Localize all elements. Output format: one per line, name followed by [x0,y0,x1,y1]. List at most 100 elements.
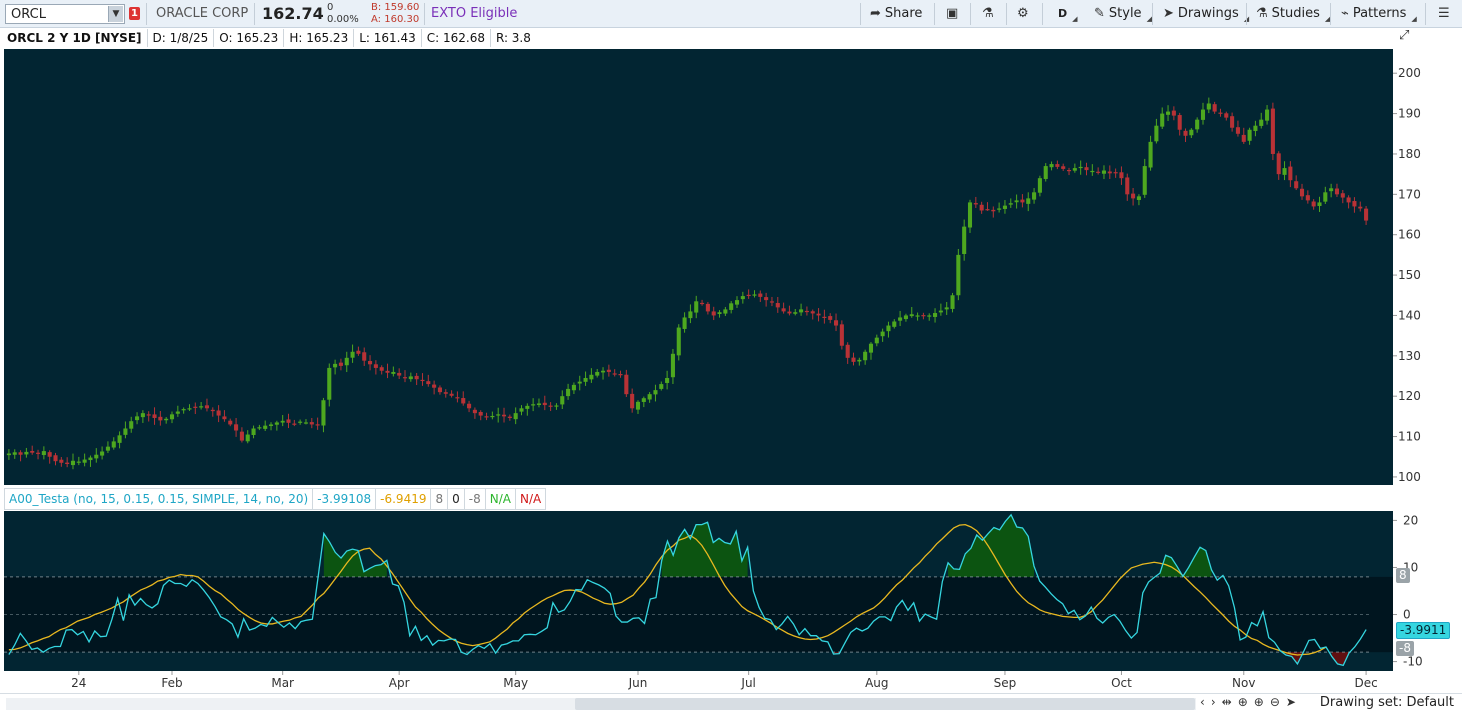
candle-body [647,394,652,400]
neutral-band [4,576,1393,653]
candle-body [402,377,408,379]
camera-icon: ▣ [946,6,959,21]
candle-body [1230,116,1235,128]
candle-body [24,451,29,455]
style-button[interactable]: ✎ Style ◢ [1088,0,1158,27]
snapshot-button[interactable]: ▣ [940,0,964,27]
candle-body [484,416,489,418]
candle-body [100,451,105,456]
expand-icon[interactable]: ⤢ [1399,28,1410,43]
candle-body [210,409,215,412]
scroll-left-icon[interactable]: ‹ [1200,695,1205,709]
time-x-axis[interactable]: 24FebMarAprMayJunJulAugSepOctNovDec25 [4,671,1393,693]
candle-body [845,344,850,358]
info-date: D: 1/8/25 [148,29,215,47]
patterns-button[interactable]: ⌁ Patterns ◢ [1335,0,1423,27]
y-tick-label: 130 [1398,349,1421,363]
candle-body [47,452,52,457]
candle-body [228,420,233,425]
candle-body [105,446,110,451]
candle-body [449,393,454,396]
flask-button[interactable]: ⚗ [976,0,1000,27]
candle-body [1148,141,1153,168]
candle-body [670,353,675,378]
candle-body [513,413,518,420]
indicator-name[interactable]: A00_Testa (no, 15, 0.15, 0.15, SIMPLE, 1… [5,489,314,509]
candle-body [234,424,239,431]
candle-body [1166,111,1171,115]
studies-button[interactable]: ⚗ Studies ◢ [1250,0,1336,27]
candle-body [822,316,827,318]
candle-body [12,452,17,455]
share-button[interactable]: ➦ Share [864,0,928,27]
candle-body [560,396,565,405]
candle-body [729,303,734,310]
share-label: Share [884,6,923,21]
scrollbar-thumb[interactable] [575,698,1195,710]
candle-body [274,422,279,425]
candle-body [432,384,437,388]
indicator-y-axis[interactable]: -10 0 10 20 8 -3.9911 -8 [1393,511,1462,671]
menu-button[interactable]: ☰ [1432,0,1456,27]
candle-body [350,351,355,358]
candle-body [344,357,349,366]
symbol-input[interactable]: ORCL ▼ [5,4,125,24]
candle-body [1037,178,1042,193]
studies-label: Studies [1271,6,1320,21]
candle-body [461,398,466,404]
settings-button[interactable]: ⚙ [1011,0,1035,27]
scroll-right-icon[interactable]: › [1210,695,1216,709]
candle-body [1177,115,1182,130]
candle-body [321,400,326,426]
price-chart-panel[interactable] [4,49,1393,485]
candle-body [863,351,868,361]
candle-body [1317,202,1322,206]
candle-body [1311,201,1316,207]
crosshair-icon[interactable]: ⊕ [1237,695,1248,709]
candle-body [711,311,716,316]
candle-body [705,303,710,312]
info-low: L: 161.43 [354,29,422,47]
candle-body [950,295,955,309]
info-open: O: 165.23 [214,29,285,47]
candle-body [1061,166,1066,169]
zoom-out-icon[interactable]: ⊖ [1269,695,1280,709]
drawing-set-label[interactable]: Drawing set: Default [1319,695,1454,710]
candle-body [1299,188,1305,197]
exto-eligible-label[interactable]: EXTO Eligible [431,6,518,21]
zoom-in-icon[interactable]: ⊕ [1253,695,1264,709]
period-button[interactable]: D ◢ [1052,0,1084,27]
candle-body [723,309,728,314]
pointer-icon[interactable]: ➤ [1285,695,1296,709]
candle-body [851,357,856,362]
candle-body [1142,166,1147,195]
candle-body [373,364,378,368]
drawings-button[interactable]: ➤ Drawings ◢ [1157,0,1255,27]
toolbar-divider [970,3,971,25]
alert-badge[interactable]: 1 [129,7,140,20]
symbol-dropdown-arrow[interactable]: ▼ [108,6,123,22]
y-tick-label: 160 [1398,228,1421,242]
candle-body [1265,109,1270,121]
candle-body [338,362,343,366]
candle-body [542,402,547,406]
slow-line-series [8,523,1327,656]
candle-body [857,359,862,362]
fast-line-series [8,513,1367,667]
candle-body [1276,153,1281,175]
x-tick-label: Feb [161,676,182,690]
indicator-panel[interactable] [4,511,1393,671]
expand-time-icon[interactable]: ⇹ [1221,695,1232,709]
chart-title[interactable]: ORCL 2 Y 1D [NYSE] [4,29,148,47]
info-close: C: 162.68 [422,29,491,47]
candle-body [799,309,804,313]
price-y-axis[interactable]: 100 110 120 130 140 150 160 170 180 190 200 [1393,49,1462,485]
candle-body [1084,167,1089,171]
candle-body [1282,168,1287,175]
price-info-bar: ORCL 2 Y 1D [NYSE] D: 1/8/25 O: 165.23 H… [4,28,536,48]
candle-body [519,408,524,412]
candle-body [583,378,588,382]
candle-body [764,297,769,301]
candle-body [938,310,943,313]
candle-body [618,374,623,376]
